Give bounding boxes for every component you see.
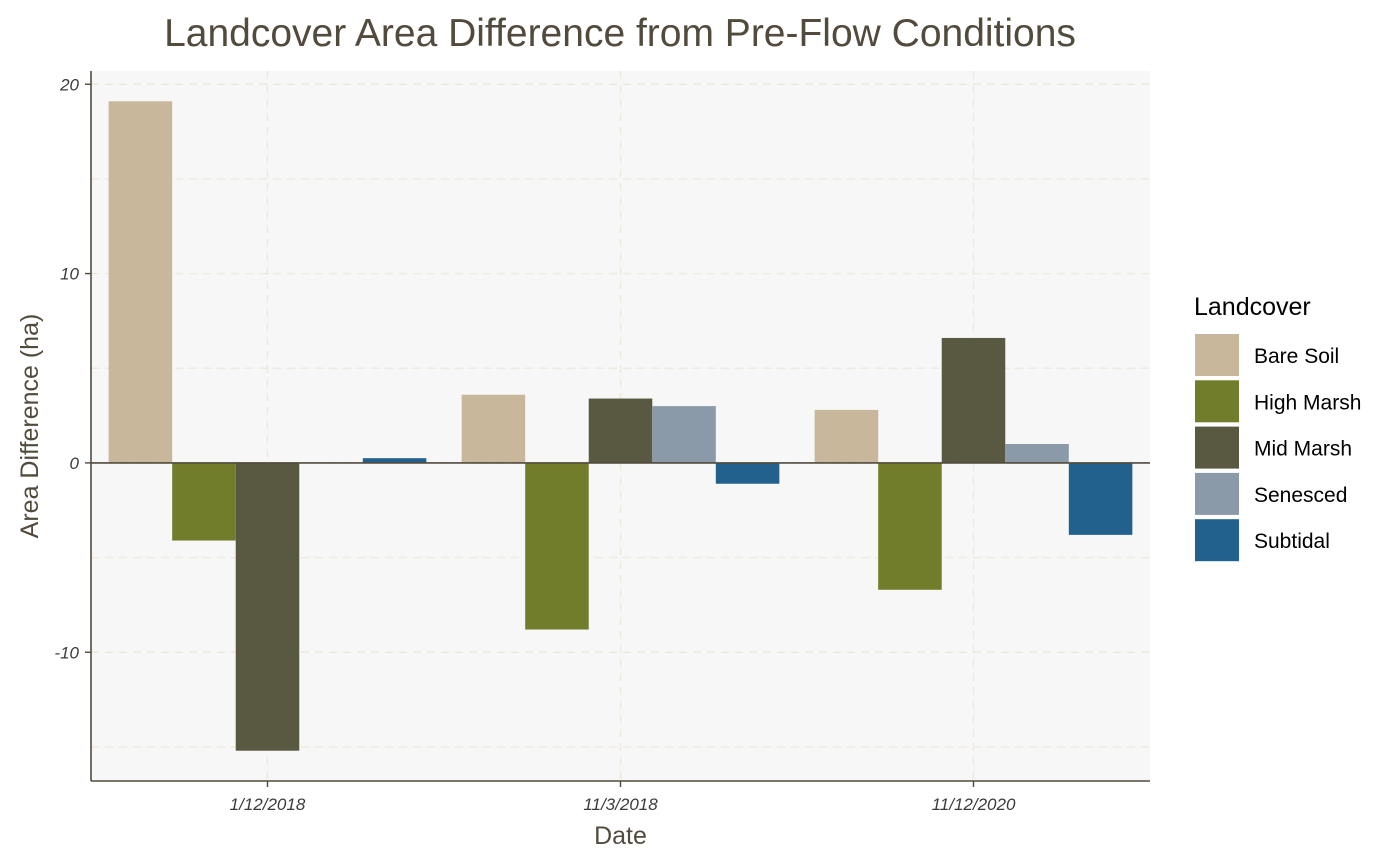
y-tick-label: 10 (60, 265, 79, 284)
legend-key-bare-soil (1193, 332, 1241, 378)
bar-senesced (652, 406, 716, 463)
legend-label: Senesced (1254, 484, 1347, 507)
bar-bare-soil (814, 409, 879, 463)
legend-key-senesced (1193, 470, 1241, 517)
y-tick-label: -10 (54, 643, 79, 662)
bar-subtidal (715, 462, 780, 484)
bar-subtidal (1068, 462, 1133, 535)
bar-mid-marsh (235, 462, 300, 751)
y-tick-label: 0 (70, 454, 80, 473)
legend: Landcover Bare Soil High Marsh Mid Marsh Se… (1193, 293, 1361, 564)
bars (108, 101, 1133, 751)
x-tick-label: 11/12/2020 (932, 795, 1016, 814)
bar-bare-soil (108, 101, 173, 463)
chart-title: Landcover Area Difference from Pre-Flow … (164, 12, 1076, 55)
bar-high-marsh (525, 462, 589, 630)
legend-label: Subtidal (1254, 530, 1330, 553)
legend-title: Landcover (1194, 293, 1311, 321)
bar-mid-marsh (941, 337, 1006, 463)
legend-label: Mid Marsh (1254, 438, 1352, 461)
x-tick-label: 11/3/2018 (583, 795, 658, 814)
bar-subtidal (362, 458, 427, 463)
bar-bare-soil (461, 394, 526, 463)
legend-label: Bare Soil (1254, 345, 1339, 368)
bar-mid-marsh (588, 398, 653, 463)
legend-label: High Marsh (1254, 391, 1361, 414)
legend-key-mid-marsh (1193, 424, 1241, 471)
legend-key-subtidal (1193, 517, 1241, 564)
bar-high-marsh (172, 462, 236, 541)
y-axis-title: Area Difference (ha) (16, 314, 44, 539)
x-tick-label: 1/12/2018 (230, 795, 306, 814)
legend-key-high-marsh (1193, 378, 1241, 425)
y-tick-label: 20 (59, 75, 79, 94)
bar-high-marsh (878, 462, 942, 590)
axes: -10 0 10 20 1/12/2018 11/3/2018 11/12/2020 (54, 71, 1150, 814)
bar-senesced (1005, 443, 1069, 463)
x-axis-title: Date (594, 822, 647, 850)
